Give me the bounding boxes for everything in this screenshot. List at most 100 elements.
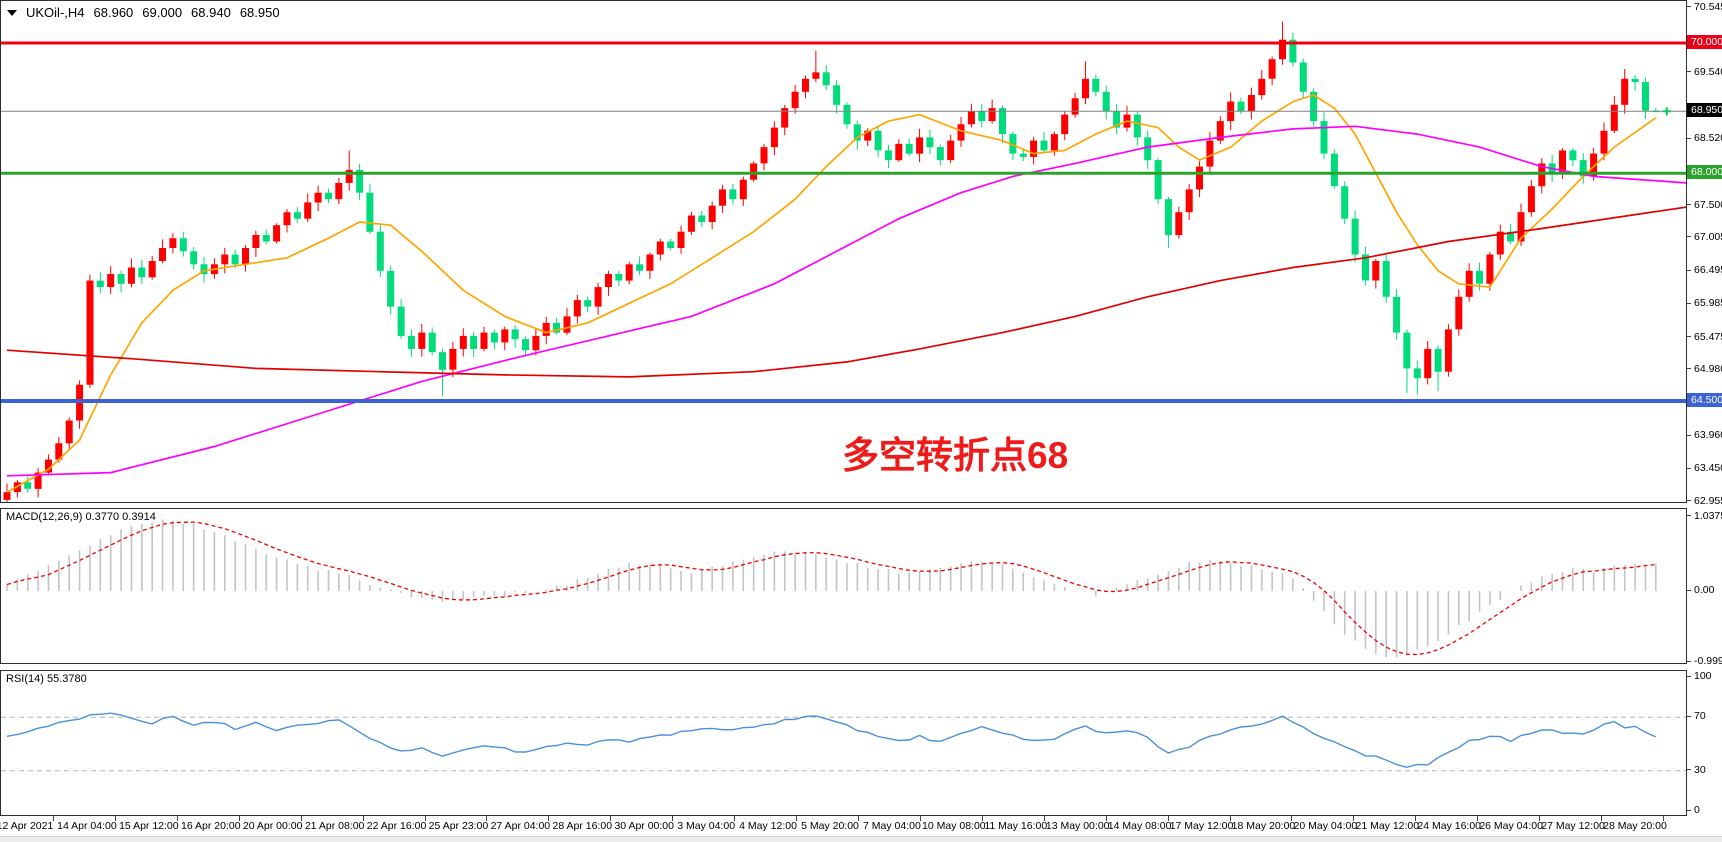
price-tick [1687,236,1691,238]
time-label: 30 Apr 00:00 [614,820,674,832]
rsi-label: 70 [1694,710,1706,723]
time-tick [796,816,798,821]
time-label: 28 May 20:00 [1603,820,1667,832]
price-tick [1687,434,1691,436]
rsi-tick [1687,715,1691,717]
candles-series [3,21,1660,502]
macd-panel[interactable] [0,508,1687,664]
price-badge-64.500: 64.500 [1687,392,1722,407]
time-label: 17 May 12:00 [1169,820,1234,832]
time-tick [1663,816,1664,821]
time-tick [362,816,364,821]
time-tick [858,816,859,821]
macd-tick [1687,660,1691,662]
chart-header: UKOil-,H4 68.960 69.000 68.940 68.950 [7,5,280,20]
time-label: 20 Apr 00:00 [242,820,303,832]
time-tick [238,816,240,821]
price-tick [1687,71,1691,73]
time-label: 22 Apr 16:00 [366,820,427,832]
time-label: 21 Apr 08:00 [304,820,365,832]
time-label: 25 Apr 23:00 [428,820,489,832]
ma-slow-line [6,206,1686,378]
price-tick [1687,500,1691,502]
bar-high-value: 69.000 [142,5,183,20]
price-label: 65.475 [1694,330,1722,343]
time-label: 12 Apr 2021 [0,820,54,832]
macd-canvas [6,519,1657,658]
price-tick [1687,368,1691,370]
rsi-label: 30 [1694,763,1706,776]
close-marker-icon [1662,107,1671,116]
time-label: 27 May 12:00 [1541,820,1605,832]
bar-open-value: 68.960 [93,5,134,20]
time-label: 11 May 16:00 [984,820,1048,832]
price-tick [1687,6,1691,7]
time-label: 4 May 12:00 [739,820,797,832]
macd-signal-line [6,521,1656,656]
time-label: 18 May 20:00 [1231,820,1296,832]
main-chart-panel[interactable] [0,0,1687,503]
price-label: 69.540 [1694,65,1722,78]
main-chart-canvas [1,21,1686,502]
time-tick [424,816,426,821]
chart-annotation-text: 多空转折点68 [842,435,1069,476]
time-tick [1229,816,1231,821]
price-badge-68.950: 68.950 [1687,103,1722,118]
macd-indicator-label: MACD(12,26,9) 0.3770 0.3914 [6,511,156,523]
rsi-line [6,712,1657,769]
chevron-down-icon[interactable] [7,9,17,16]
time-tick [1105,816,1107,821]
rsi-canvas [1,712,1686,772]
time-tick [300,816,302,821]
time-tick [1043,816,1045,821]
price-label: 65.985 [1694,297,1722,310]
time-tick [1539,816,1541,821]
time-label: 3 May 04:00 [677,820,736,832]
price-scale[interactable]: 70.545 69.540 68.520 67.500 67.005 66.495 65.9… [1687,0,1722,816]
symbol-period-label: UKOil-,H4 [26,5,85,20]
time-label: 10 May 08:00 [922,820,986,832]
time-tick [1291,816,1293,821]
time-label: 7 May 04:00 [863,820,921,832]
price-tick [1687,204,1691,206]
price-label: 68.520 [1694,132,1722,145]
time-tick [1353,816,1355,821]
time-label: 16 Apr 20:00 [180,820,241,832]
price-badge-68.000: 68.000 [1687,165,1722,180]
ma-fast-line [6,94,1657,493]
price-label: 63.960 [1694,429,1722,442]
rsi-label: 100 [1694,670,1712,682]
price-label: 64.980 [1694,362,1722,375]
window-bottom-strip [0,836,1722,842]
time-tick [114,816,116,821]
bar-low-value: 68.940 [191,5,231,20]
price-tick [1687,336,1691,337]
time-label: 28 Apr 16:00 [552,820,613,832]
time-tick [981,816,983,821]
price-tick [1687,269,1691,271]
time-tick [548,816,550,821]
macd-tick [1687,589,1691,591]
time-tick [919,816,921,821]
ma-medium-line [6,125,1686,477]
price-label: 66.495 [1694,264,1722,277]
time-label: 26 May 04:00 [1479,820,1543,832]
price-tick [1687,467,1691,469]
time-label: 14 Apr 04:00 [57,820,117,832]
rsi-tick [1687,675,1691,677]
time-label: 20 May 04:00 [1293,820,1358,832]
time-tick [734,816,736,821]
time-label: 15 Apr 12:00 [119,820,179,832]
macd-label: 1.0375 [1694,509,1722,522]
macd-label: -0.9994 [1694,655,1722,668]
time-label: 13 May 00:00 [1045,820,1110,832]
time-scale[interactable]: 12 Apr 2021 14 Apr 04:00 15 Apr 12:00 16 Ap… [0,816,1722,836]
price-tick [1687,137,1691,139]
time-tick [672,816,674,821]
rsi-label: 0 [1694,804,1700,816]
time-tick [53,816,54,821]
rsi-indicator-label: RSI(14) 55.3780 [6,673,87,685]
time-tick [176,816,178,821]
rsi-panel[interactable] [0,670,1687,816]
